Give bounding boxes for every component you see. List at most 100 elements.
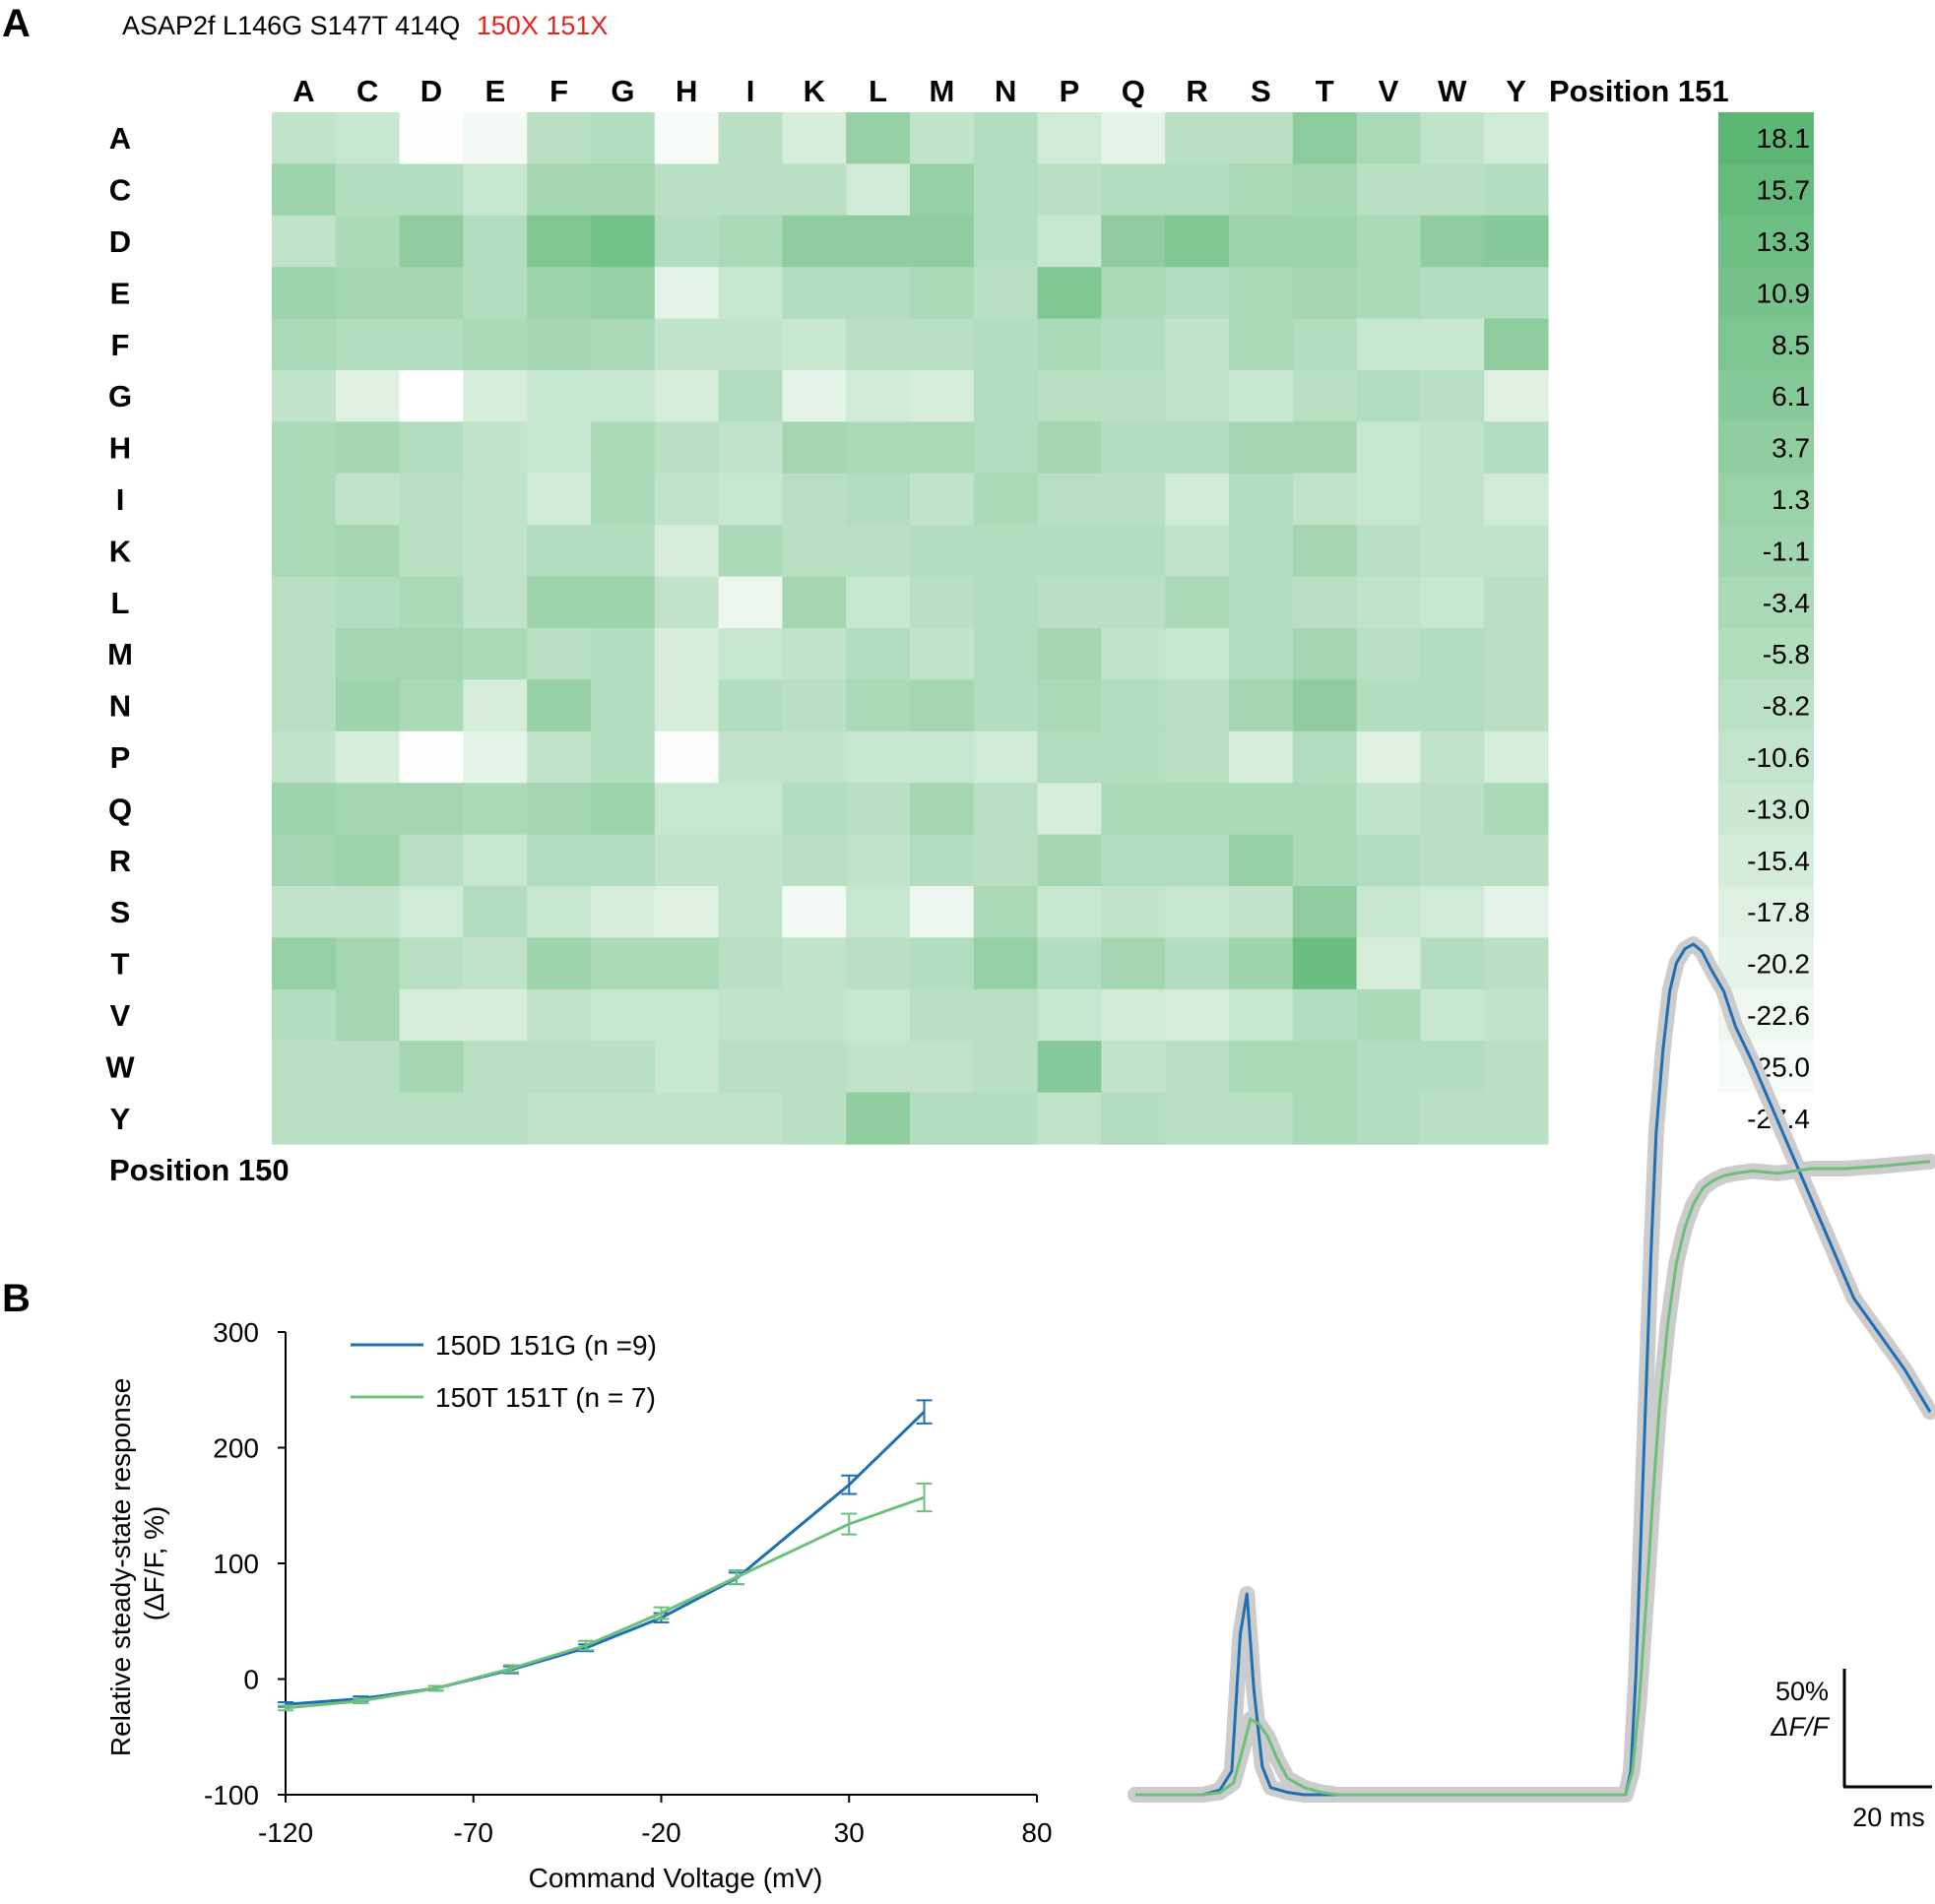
heatmap-cell xyxy=(1356,525,1421,578)
heatmap-cell xyxy=(1356,370,1421,422)
heatmap-cell xyxy=(1484,628,1549,680)
heatmap-cell xyxy=(591,525,656,578)
heatmap-cell xyxy=(591,679,656,732)
heatmap-cell xyxy=(1484,112,1549,164)
heatmap-cells xyxy=(272,112,1549,1145)
heatmap-cell xyxy=(782,112,847,164)
heatmap-row-label: E xyxy=(110,276,131,310)
heatmap-cell xyxy=(1229,886,1294,938)
heatmap-cell xyxy=(973,1041,1039,1094)
heatmap-cell xyxy=(782,576,847,629)
heatmap-cell xyxy=(399,1041,464,1094)
heatmap-cell xyxy=(1484,163,1549,217)
heatmap-cell xyxy=(654,267,720,320)
heatmap-cell xyxy=(1484,988,1549,1042)
heatmap-cell xyxy=(1356,988,1421,1042)
heatmap-cell xyxy=(399,318,464,371)
heatmap-col-label: S xyxy=(1251,74,1271,108)
heatmap-cell xyxy=(272,628,337,680)
heatmap-row-label: I xyxy=(116,482,125,517)
heatmap-cell xyxy=(910,937,975,990)
heatmap-cell xyxy=(654,163,720,217)
heatmap-row-label: Y xyxy=(110,1102,131,1136)
heatmap-cell xyxy=(1229,937,1294,990)
heatmap-cell xyxy=(1101,163,1166,217)
heatmap-cell xyxy=(463,267,528,320)
colorbar-swatch xyxy=(1718,473,1814,526)
heatmap-cell xyxy=(591,576,656,629)
heatmap-cell xyxy=(1037,525,1102,578)
line-chart-y-axis-title: Relative steady-state response (ΔF/F, %) xyxy=(105,1370,169,1756)
heatmap-cell xyxy=(399,163,464,217)
heatmap-cell xyxy=(272,679,337,732)
heatmap-cell xyxy=(463,112,528,164)
heatmap-cell xyxy=(272,370,337,422)
heatmap-cell xyxy=(1101,834,1166,887)
y-tick-label: 0 xyxy=(243,1665,259,1695)
heatmap-cell xyxy=(272,525,337,578)
heatmap-cell xyxy=(1484,1041,1549,1094)
heatmap-cell xyxy=(718,1041,783,1094)
heatmap-cell xyxy=(1484,473,1549,526)
heatmap-row-label: C xyxy=(109,173,131,208)
heatmap-cell xyxy=(782,318,847,371)
heatmap-cell xyxy=(463,628,528,680)
heatmap-cell xyxy=(591,988,656,1042)
heatmap-cell xyxy=(782,370,847,422)
heatmap-cell xyxy=(654,370,720,422)
heatmap-cell xyxy=(1292,318,1358,371)
heatmap-cell xyxy=(654,988,720,1042)
y-tick-label: -100 xyxy=(204,1780,259,1810)
heatmap-cell xyxy=(846,370,911,422)
heatmap-cell xyxy=(1420,267,1485,320)
heatmap-cell xyxy=(527,163,592,217)
heatmap-cell xyxy=(782,215,847,268)
heatmap-cell xyxy=(1229,1041,1294,1094)
heatmap-cell xyxy=(1356,886,1421,938)
heatmap-row-label: N xyxy=(109,689,131,724)
heatmap-cell xyxy=(335,318,401,371)
heatmap-cell xyxy=(1037,886,1102,938)
heatmap-cell xyxy=(335,112,401,164)
heatmap-cell xyxy=(846,112,911,164)
heatmap-cell xyxy=(1356,834,1421,887)
heatmap-cell xyxy=(654,421,720,475)
heatmap-col-label: K xyxy=(804,74,826,108)
heatmap-cell xyxy=(1356,318,1421,371)
heatmap-cell xyxy=(846,1041,911,1094)
heatmap-cell xyxy=(591,215,656,268)
heatmap-cell xyxy=(973,370,1039,422)
heatmap-cell xyxy=(718,370,783,422)
heatmap-cell xyxy=(1229,834,1294,887)
heatmap-col-label: L xyxy=(869,74,887,108)
heatmap-cell xyxy=(272,473,337,526)
heatmap-row-label: H xyxy=(109,431,131,466)
heatmap-cell xyxy=(1420,525,1485,578)
heatmap-col-label: W xyxy=(1438,74,1467,108)
y-tick-label: 200 xyxy=(213,1433,259,1464)
heatmap-cell xyxy=(910,267,975,320)
heatmap-cell xyxy=(1292,525,1358,578)
heatmap-cell xyxy=(1292,421,1358,475)
heatmap-cell xyxy=(718,318,783,371)
heatmap-cell xyxy=(463,1041,528,1094)
heatmap-cell xyxy=(782,163,847,217)
heatmap-cell xyxy=(1356,267,1421,320)
heatmap-cell xyxy=(1101,421,1166,475)
heatmap-cell xyxy=(973,576,1039,629)
heatmap-row-label: Q xyxy=(108,792,132,826)
heatmap-cell xyxy=(782,421,847,475)
heatmap-cell xyxy=(399,834,464,887)
heatmap-cell xyxy=(1420,473,1485,526)
heatmap-cell xyxy=(1356,628,1421,680)
heatmap-cell xyxy=(1484,370,1549,422)
heatmap-cell xyxy=(1484,525,1549,578)
heatmap-cell xyxy=(654,1092,720,1145)
heatmap-cell xyxy=(1292,834,1358,887)
heatmap-cell xyxy=(1292,1092,1358,1145)
heatmap-cell xyxy=(846,576,911,629)
heatmap-cell xyxy=(1165,1041,1230,1094)
heatmap-cell xyxy=(973,937,1039,990)
heatmap-cell xyxy=(910,370,975,422)
heatmap-row-label: F xyxy=(111,328,130,362)
